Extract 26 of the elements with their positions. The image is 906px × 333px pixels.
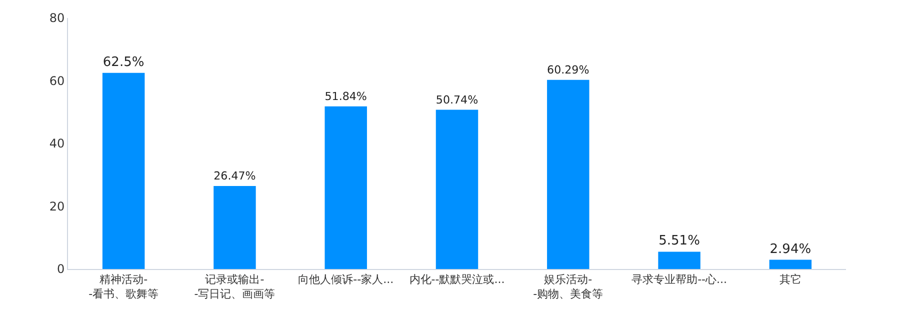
x-tick-label: 寻求专业帮助--心... [632,273,728,286]
data-label: 5.51% [658,234,700,249]
data-label: 62.5% [102,54,144,70]
data-label: 60.29% [547,63,590,76]
y-tick-label: 60 [49,74,65,88]
y-tick-label: 40 [49,136,65,151]
bar [658,252,700,269]
x-tick-label: 记录或输出- -写日记、画画等 [194,273,276,300]
data-label: 51.84% [324,90,367,103]
bar [102,72,145,269]
x-tick-label: 娱乐活动- -购物、美食等 [533,273,604,300]
bar [324,106,367,269]
data-label: 50.74% [436,93,478,106]
x-tick-label: 向他人倾诉--家人... [298,273,394,286]
bar [547,80,590,269]
bar [436,110,478,269]
data-label: 2.94% [770,242,812,257]
bar [214,186,256,269]
bar [769,260,812,269]
y-tick-label: 80 [49,11,65,26]
y-tick-label: 20 [49,199,65,214]
x-tick-label: 其它 [779,273,802,286]
x-tick-label: 精神活动- -看书、歌舞等 [88,273,159,300]
data-label: 26.47% [214,170,256,183]
y-tick-label: 0 [56,262,65,276]
x-tick-label: 内化--默默哭泣或... [409,273,505,286]
